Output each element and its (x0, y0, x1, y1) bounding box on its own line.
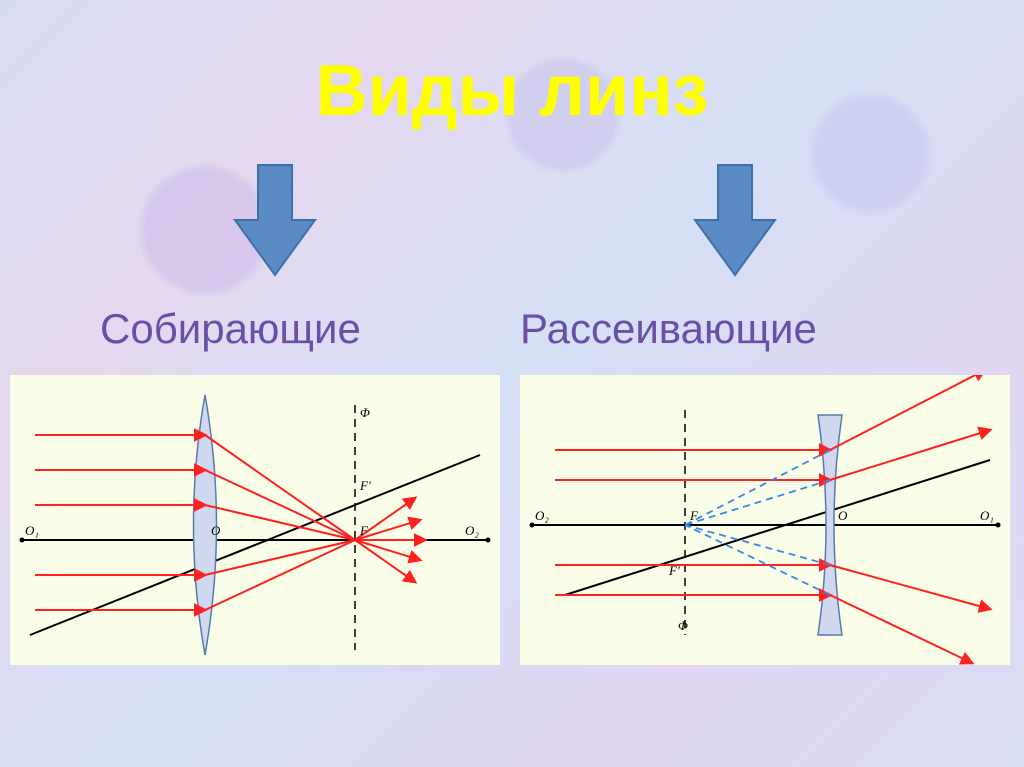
label-O1r: O₁ (980, 508, 994, 523)
label-O1: O₁ (25, 523, 39, 538)
label-Phir: Φ (678, 618, 688, 633)
label-O: O (211, 523, 221, 538)
label-Fr: F (689, 508, 699, 523)
label-Or: O (838, 508, 848, 523)
label-O2: O₂ (465, 523, 479, 538)
label-F: F (359, 523, 369, 538)
label-converging: Собирающие (100, 305, 361, 353)
down-arrow-left-icon (230, 160, 320, 280)
down-arrow-right-icon (690, 160, 780, 280)
slide: Виды линз Собирающие Рассеивающие (0, 0, 1024, 767)
label-Fprimer: F' (668, 563, 680, 578)
label-diverging: Рассеивающие (520, 305, 817, 353)
label-Phi: Φ (360, 405, 370, 420)
diagram-converging: O₁ O₂ O F F' Φ (10, 375, 500, 665)
label-Fprime: F' (359, 478, 371, 493)
slide-title: Виды линз (0, 50, 1024, 132)
label-O2r: O₂ (535, 508, 549, 523)
diagram-diverging: O₂ O₁ O F F' Φ (520, 375, 1010, 665)
